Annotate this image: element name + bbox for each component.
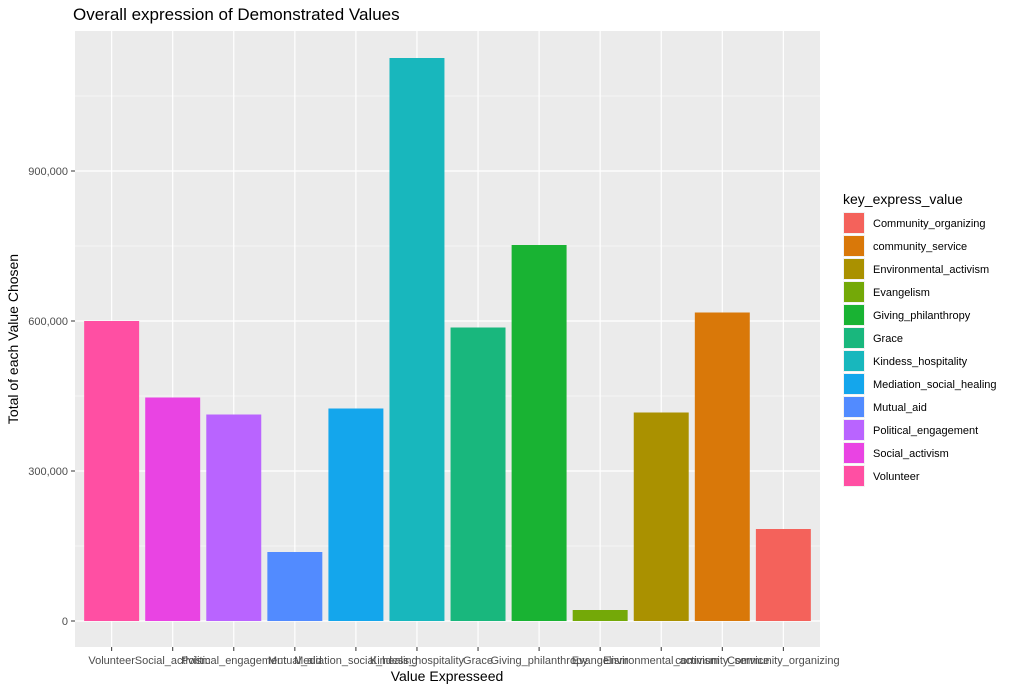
bars [84,58,811,621]
x-tick-label: community_service [675,655,769,667]
legend-label: community_service [873,241,967,253]
y-tick-label: 900,000 [28,166,68,178]
y-axis-ticks: 0 300,000 600,000 900,000 [28,166,75,628]
legend-items: Community_organizing community_service Env… [843,212,997,487]
legend-swatch [844,443,864,463]
x-tick-label: Community_organizing [727,655,840,667]
x-tick-label: Environmental_activism [603,655,719,667]
x-axis-title: Value Expresseed [391,668,504,684]
x-tick-label: Volunteer [88,655,135,667]
legend-label: Evangelism [873,287,930,299]
bar-social-activism [145,397,201,621]
legend-label: Mediation_social_healing [873,379,997,391]
x-tick-label: Mediation_social_healing [294,655,418,667]
x-tick-label: Evangelism [572,655,629,667]
x-tick-label: Giving_philanthropy [490,655,588,667]
bar-community-service [694,312,750,621]
legend-label: Kindess_hospitality [873,356,968,368]
legend-swatch [844,466,864,486]
bar-political-engagement [206,414,262,621]
legend-swatch [844,305,864,325]
legend-label: Volunteer [873,471,920,483]
bar-kindess-hospitality [389,58,445,621]
bar-volunteer [84,321,140,621]
legend-swatch [844,259,864,279]
y-tick-label: 600,000 [28,316,68,328]
legend-label: Giving_philanthropy [873,310,971,322]
bar-evangelism [572,610,628,621]
legend-title: key_express_value [843,191,963,207]
x-tick-label: Mutual_aid [268,655,322,667]
legend-swatch [844,351,864,371]
bar-giving-philanthropy [511,245,567,621]
bar-mediation-social-healing [328,408,384,621]
chart-title: Overall expression of Demonstrated Value… [73,5,400,24]
legend-swatch [844,374,864,394]
legend-swatch [844,282,864,302]
x-tick-label: Social_activism [135,655,211,667]
legend-swatch [844,213,864,233]
y-axis-title: Total of each Value Chosen [5,254,21,424]
legend-label: Mutual_aid [873,402,927,414]
bar-environmental-activism [633,412,689,621]
legend-swatch [844,236,864,256]
legend-label: Political_engagement [873,425,978,437]
x-tick-label: Grace [463,655,493,667]
x-axis-ticks: Volunteer Social_activismPolitical_engage… [88,647,840,667]
x-tick-label: Kindess_hospitality [370,655,465,667]
x-tick-label: Political_engagement [181,655,286,667]
legend: key_express_value Community_organizingco… [843,191,997,487]
bar-grace [450,327,506,621]
legend-label: Community_organizing [873,218,986,230]
legend-label: Grace [873,333,903,345]
y-tick-label: 0 [62,616,68,628]
legend-label: Social_activism [873,448,949,460]
legend-swatch [844,420,864,440]
bar-community-organizing [755,529,811,621]
legend-swatch [844,397,864,417]
y-tick-label: 300,000 [28,466,68,478]
bar-mutual-aid [267,552,323,621]
legend-swatch [844,328,864,348]
legend-label: Environmental_activism [873,264,989,276]
